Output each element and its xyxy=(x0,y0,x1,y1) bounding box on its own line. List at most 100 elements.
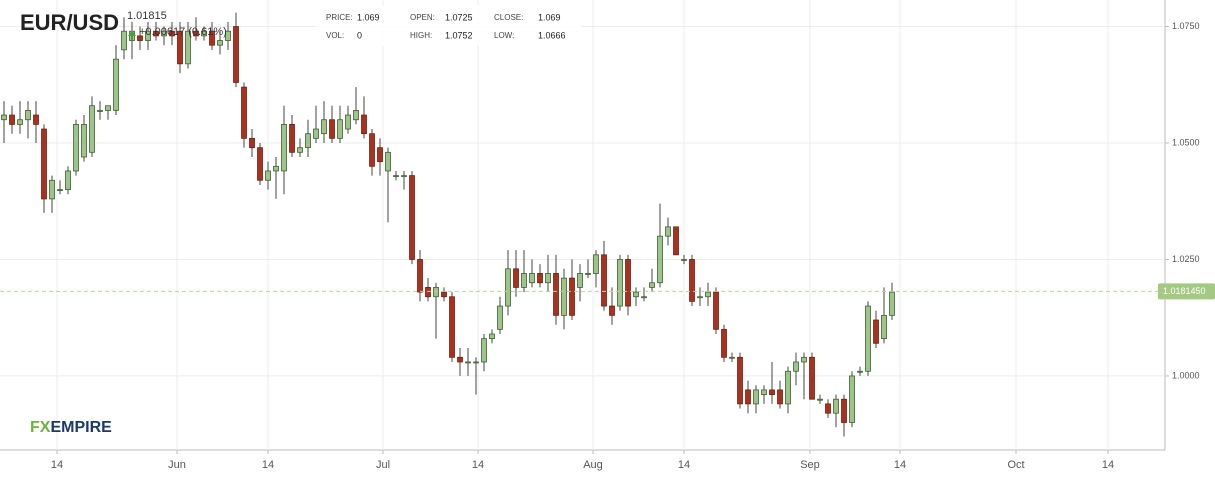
candle-body xyxy=(369,133,375,167)
info-value: 1.0725 xyxy=(445,12,473,22)
info-box xyxy=(316,6,582,46)
info-label: HIGH: xyxy=(410,31,432,40)
candle-body xyxy=(25,110,31,121)
candle-body xyxy=(617,259,623,307)
candle-body xyxy=(833,398,839,414)
candle-body xyxy=(473,361,479,364)
candle-body xyxy=(249,137,255,149)
candle-body xyxy=(705,291,711,298)
candle-body xyxy=(521,273,527,288)
candle-body xyxy=(713,291,719,330)
candle-body xyxy=(425,287,431,298)
info-value: 1.069 xyxy=(357,12,380,22)
candle-body xyxy=(809,356,815,400)
candle-body xyxy=(857,370,863,373)
candle-body xyxy=(801,356,807,363)
x-tick-label: 14 xyxy=(1102,459,1114,471)
candle-body xyxy=(297,147,303,153)
symbol-title: EUR/USD xyxy=(20,10,119,35)
candle-body xyxy=(625,259,631,307)
candle-body xyxy=(81,123,87,158)
x-tick-label: 14 xyxy=(51,459,63,471)
candle-body xyxy=(65,170,71,190)
candle-body xyxy=(889,291,895,316)
candle-body xyxy=(649,282,655,288)
candle-body xyxy=(497,305,503,330)
price-change: +0.00617 (0.61%) xyxy=(139,26,227,38)
candle-body xyxy=(233,26,239,83)
last-price-label: 1.0181450 xyxy=(1163,286,1206,296)
candle-body xyxy=(849,375,855,423)
candle-body xyxy=(881,314,887,340)
candle-body xyxy=(113,58,119,111)
candle-body xyxy=(481,338,487,363)
up-arrow xyxy=(128,30,136,40)
candle-body xyxy=(737,356,743,405)
candle-body xyxy=(121,30,127,51)
candle-body xyxy=(593,254,599,274)
candle-body xyxy=(681,259,687,261)
candle-body xyxy=(561,277,567,316)
candle-body xyxy=(841,398,847,423)
candle-body xyxy=(377,147,383,163)
candle-body xyxy=(761,389,767,395)
candle-body xyxy=(689,259,695,302)
x-tick-label: 14 xyxy=(894,459,906,471)
info-label: LOW: xyxy=(494,31,514,40)
candle-body xyxy=(257,147,263,181)
candle-body xyxy=(313,128,319,139)
candle-body xyxy=(513,268,519,288)
logo-fx: FX xyxy=(30,419,51,436)
candle-body xyxy=(265,170,271,181)
candle-body xyxy=(201,30,207,37)
candle-body xyxy=(305,133,311,149)
candle-body xyxy=(345,114,351,130)
candle-body xyxy=(193,30,199,37)
candle-body xyxy=(729,356,735,359)
candle-body xyxy=(137,35,143,41)
x-tick-label: Aug xyxy=(583,459,603,471)
logo-empire: EMPIRE xyxy=(50,419,112,436)
candle-body xyxy=(409,175,415,260)
candle-body xyxy=(401,175,407,178)
info-label: CLOSE: xyxy=(494,13,523,22)
x-tick-label: Sep xyxy=(800,459,820,471)
x-tick-label: Jul xyxy=(376,459,390,471)
info-label: VOL: xyxy=(326,31,344,40)
overlay: EUR/USD 1.01815 +0.00617 (0.61%) FXEMPIR… xyxy=(20,6,582,436)
candle-body xyxy=(433,287,439,298)
candle-body xyxy=(145,30,151,41)
candle-body xyxy=(17,119,23,125)
candle-body xyxy=(865,305,871,372)
candle-body xyxy=(153,30,159,37)
candle-body xyxy=(41,128,47,200)
candle-body xyxy=(73,123,79,172)
candle-body xyxy=(721,328,727,358)
candle-body xyxy=(585,273,591,275)
candle-body xyxy=(457,356,463,363)
candle-body xyxy=(289,123,295,153)
logo: FXEMPIRE xyxy=(30,419,112,436)
candle-body xyxy=(633,291,639,298)
candle-body xyxy=(673,226,679,256)
candle-body xyxy=(161,30,167,37)
candle-body xyxy=(641,296,647,299)
info-value: 0 xyxy=(357,30,362,40)
current-price: 1.01815 xyxy=(127,10,167,22)
candle-body xyxy=(465,361,471,364)
candle-body xyxy=(281,123,287,172)
candle-body xyxy=(209,30,215,46)
info-value: 1.069 xyxy=(538,12,561,22)
candle-body xyxy=(609,305,615,316)
candle-body xyxy=(545,273,551,284)
candle-body xyxy=(217,40,223,46)
x-tick-label: 14 xyxy=(262,459,274,471)
candle-body xyxy=(665,226,671,237)
candle-body xyxy=(537,273,543,284)
candle-body xyxy=(657,235,663,284)
candle-body xyxy=(601,254,607,307)
candle-body xyxy=(49,179,55,200)
candle-body xyxy=(225,30,231,41)
